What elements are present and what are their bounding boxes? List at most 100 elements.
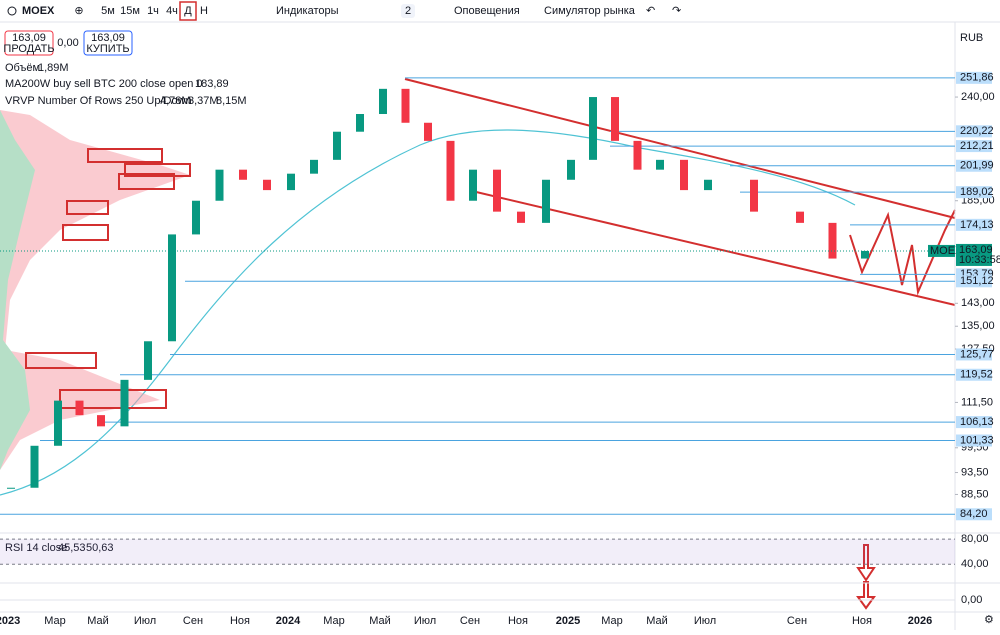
sell-price: 163,09: [12, 32, 46, 44]
interval-highlight: [179, 1, 197, 21]
rsi-ma: 50,63: [86, 542, 114, 554]
ma-line: [0, 129, 856, 496]
candle: [379, 88, 387, 115]
time-label: Июл: [694, 615, 716, 627]
candle: [828, 222, 837, 259]
time-label: Май: [87, 615, 109, 627]
candle: [656, 159, 664, 170]
level-label-bg: [956, 368, 992, 381]
interval[interactable]: Н: [200, 5, 208, 17]
level-label: 174,13: [960, 219, 994, 231]
time-label: Ноя: [852, 615, 872, 627]
alerts[interactable]: Оповещения: [454, 5, 520, 17]
current-price: 163,09: [959, 244, 993, 256]
rsi-name: RSI 14 close: [5, 542, 67, 554]
simulator[interactable]: Симулятор рынка: [544, 5, 636, 17]
candle: [704, 179, 712, 191]
search-icon[interactable]: [7, 6, 17, 16]
candle: [75, 400, 84, 416]
candle: [680, 159, 688, 191]
time-label: Сен: [787, 615, 807, 627]
time-label: 2024: [276, 615, 301, 627]
settings-icon[interactable]: ⚙: [984, 614, 994, 626]
time-label: 2025: [556, 615, 580, 627]
interval[interactable]: 4ч: [166, 5, 178, 17]
level-label: 212,21: [960, 140, 994, 152]
sell-label: ПРОДАТЬ: [3, 43, 54, 55]
level-label-bg: [956, 275, 992, 288]
candle: [333, 131, 341, 160]
ma-value: 183,89: [195, 78, 229, 90]
candle: [215, 169, 224, 201]
level-label-bg: [956, 159, 992, 172]
indicators[interactable]: Индикаторы: [276, 5, 339, 17]
time-label: Мар: [601, 615, 623, 627]
time-label: Сен: [183, 615, 203, 627]
toolbar: [0, 0, 1000, 22]
time-label: 2026: [908, 615, 932, 627]
level-label: 189,02: [960, 186, 994, 198]
countdown: 10:33:58: [959, 254, 1000, 266]
candle: [263, 179, 271, 191]
time-label: Май: [369, 615, 391, 627]
candle: [493, 169, 501, 212]
vrvp-total: 8,15M: [216, 95, 247, 107]
interval[interactable]: 1ч: [147, 5, 159, 17]
redo[interactable]: ↷: [672, 5, 681, 17]
annotations: [25, 78, 956, 610]
level-label: 201,99: [960, 160, 994, 172]
vrvp-up: 4,78M: [160, 95, 191, 107]
candle: [611, 97, 619, 141]
level-label: 125,77: [960, 348, 994, 360]
candle: [310, 159, 318, 174]
sell-button[interactable]: [4, 30, 54, 56]
symbol[interactable]: MOEX: [22, 5, 55, 17]
interval[interactable]: 15м: [120, 5, 140, 17]
level-label-bg: [956, 186, 992, 199]
candle: [633, 140, 642, 170]
level-label-bg: [956, 218, 992, 231]
candle: [287, 173, 295, 191]
time-label: Ноя: [508, 615, 528, 627]
time-label: Май: [646, 615, 668, 627]
candle: [30, 445, 39, 488]
undo[interactable]: ↶: [646, 5, 655, 17]
vrvp-name: VRVP Number Of Rows 250 Up/Down: [5, 95, 192, 107]
rsi-tick-label: 80,00: [961, 533, 989, 545]
level-label-bg: [956, 71, 992, 84]
candle: [424, 122, 432, 141]
layouts-count[interactable]: 2: [405, 5, 411, 17]
candle: [542, 179, 550, 223]
level-label: 151,12: [960, 275, 994, 287]
rsi-value: 45,53: [58, 542, 86, 554]
buy-price: 163,09: [91, 32, 125, 44]
level-label: 251,86: [960, 72, 994, 84]
time-label: Сен: [460, 615, 480, 627]
level-label: 220,22: [960, 125, 994, 137]
interval[interactable]: 5м: [101, 5, 115, 17]
level-label: 119,52: [960, 369, 993, 381]
candle: [469, 169, 477, 201]
rsi-band: [0, 539, 955, 565]
rsi-tick-label: 40,00: [961, 558, 989, 570]
currency[interactable]: RUB: [960, 32, 983, 44]
interval[interactable]: Д: [184, 5, 192, 17]
candle: [589, 97, 597, 160]
time-label: Июл: [414, 615, 436, 627]
candle: [356, 114, 364, 132]
candle: [120, 379, 129, 427]
ma-name: MA200W buy sell BTC 200 close open 0: [5, 78, 203, 90]
price-tick-label: 88,50: [961, 488, 989, 500]
candle: [567, 159, 575, 180]
level-label-bg: [956, 508, 992, 521]
candle: [861, 250, 869, 259]
time-label: Ноя: [230, 615, 250, 627]
candle: [97, 415, 105, 427]
buy-button[interactable]: [83, 30, 133, 56]
compare-icon[interactable]: ⊕: [74, 5, 83, 17]
candle: [239, 169, 247, 180]
price-tick-label: 135,00: [961, 320, 995, 332]
candle: [144, 341, 152, 380]
time-label: Мар: [44, 615, 66, 627]
